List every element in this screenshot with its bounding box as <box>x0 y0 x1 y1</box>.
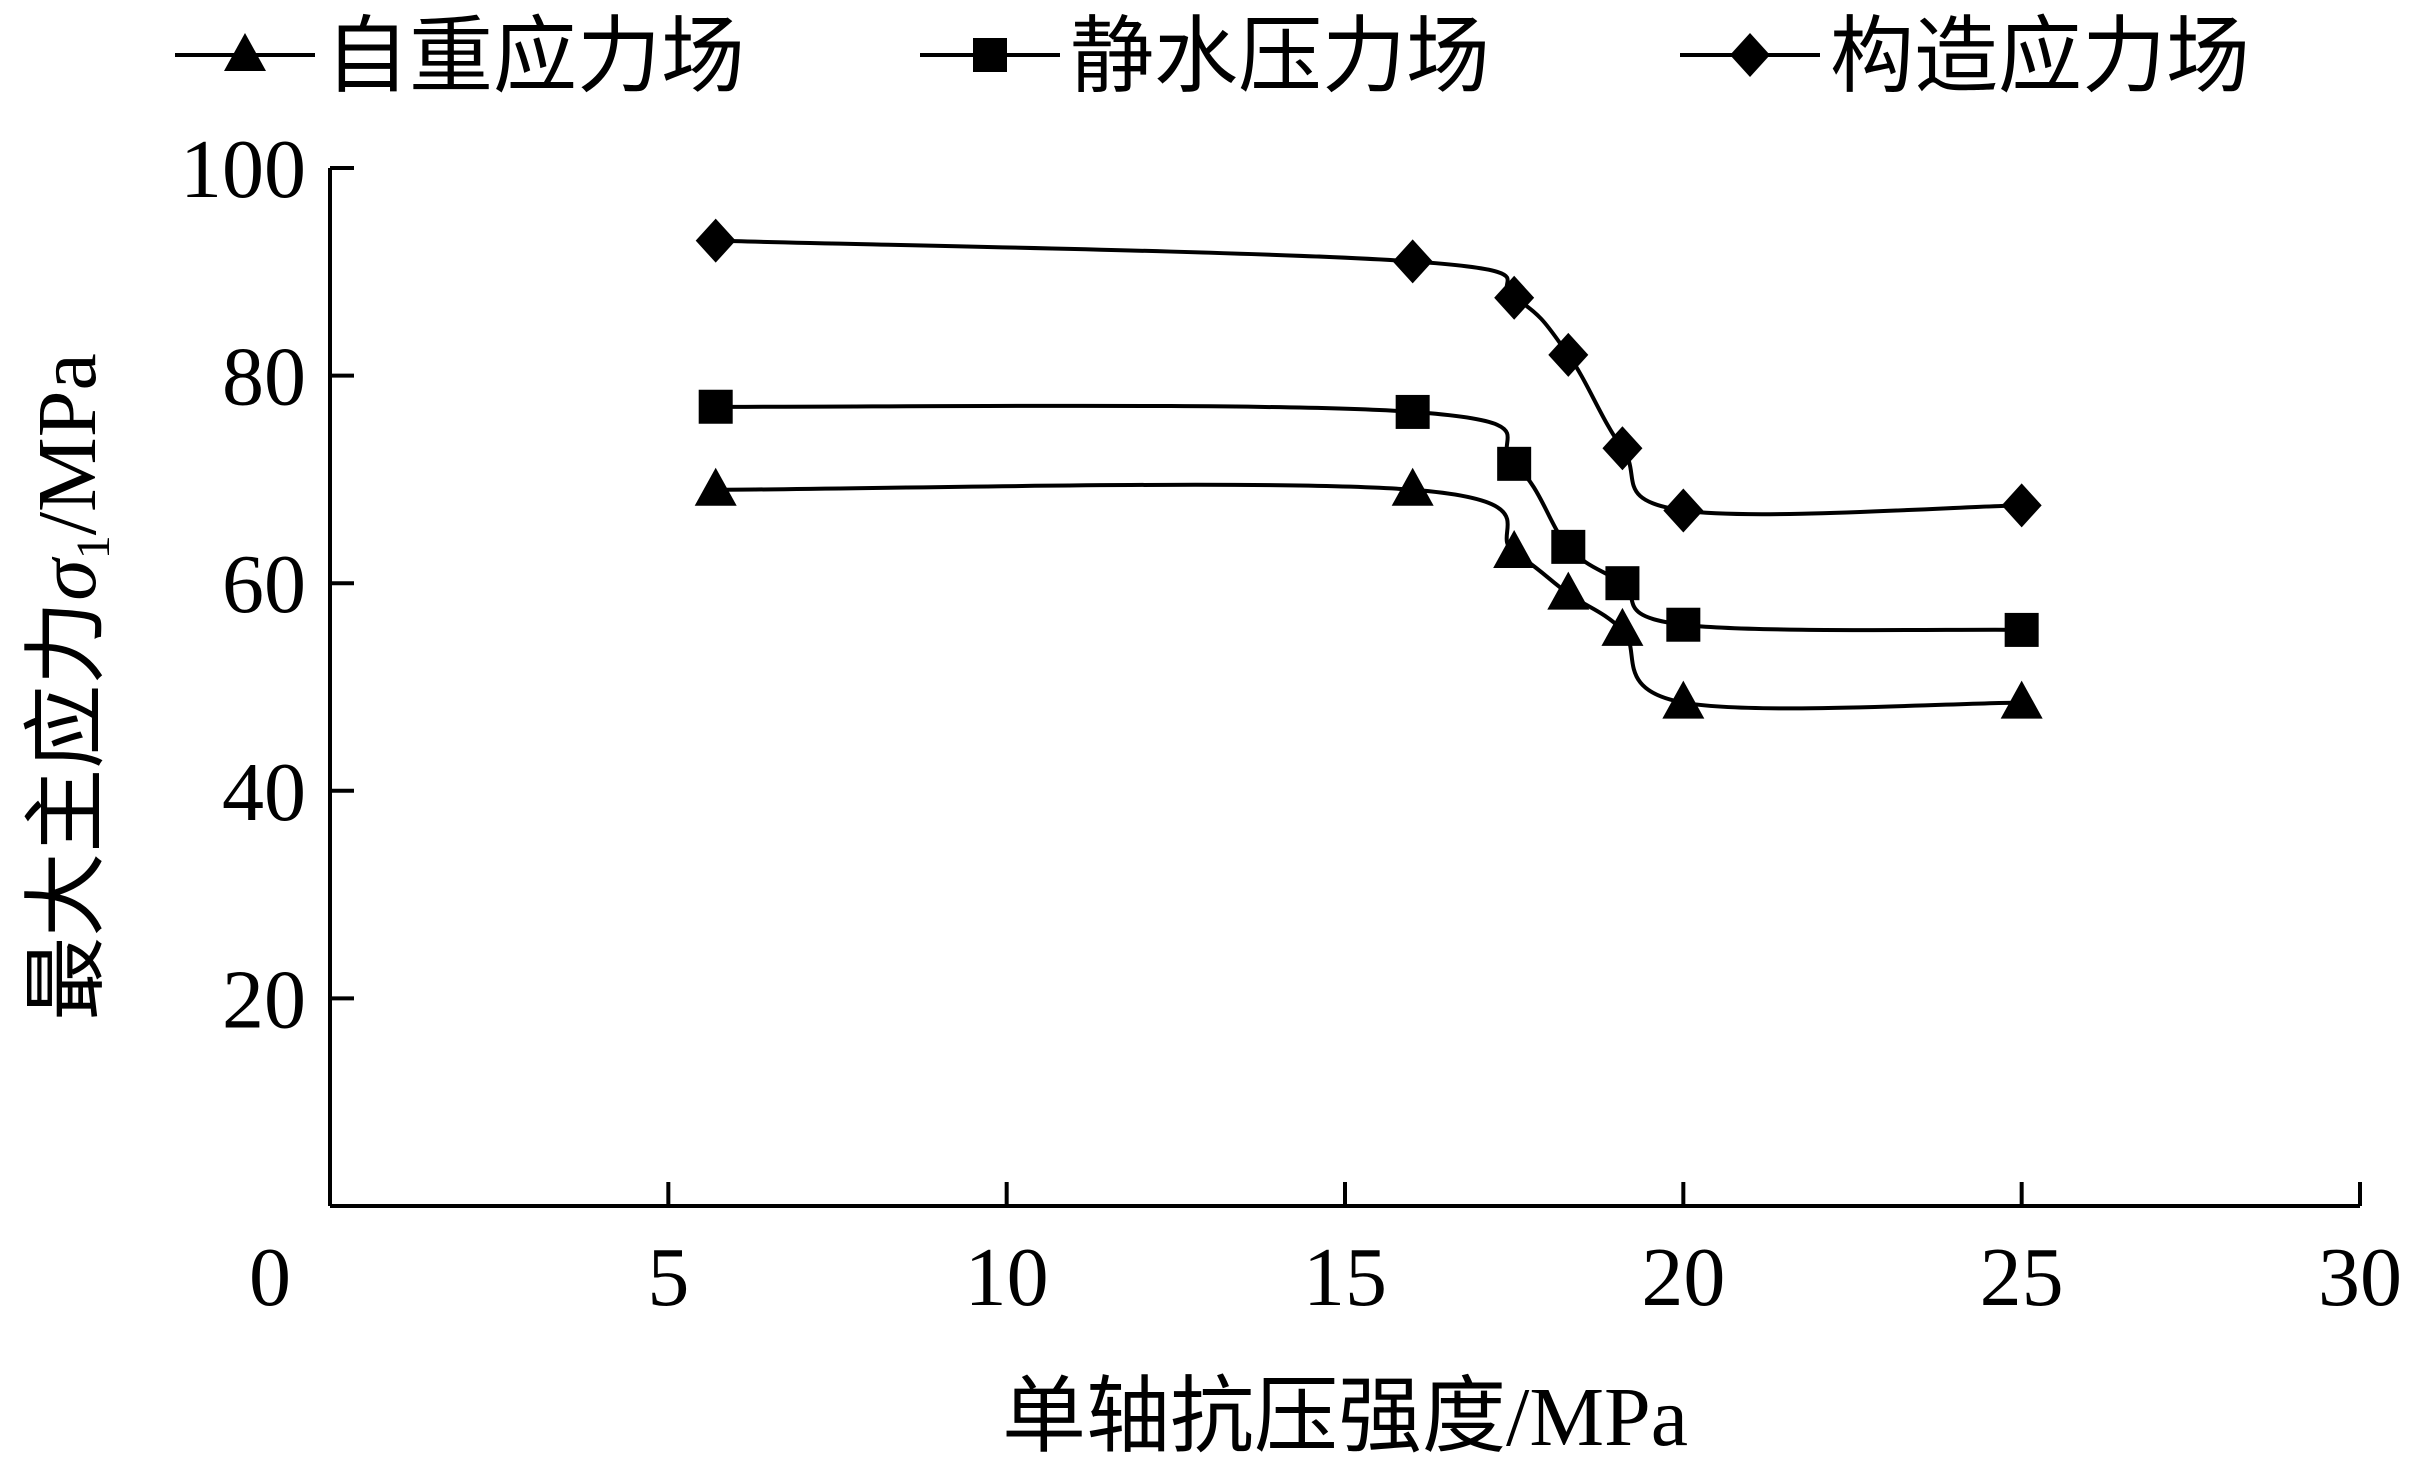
data-point-square <box>1497 446 1532 481</box>
legend-label: 自重应力场 <box>325 11 745 104</box>
data-point-square <box>1551 529 1586 564</box>
x-tick-label: 20 <box>1641 1231 1725 1324</box>
y-tick-label: 80 <box>222 331 306 424</box>
legend-item: 构造应力场 <box>1680 11 2250 104</box>
series-square <box>698 389 2039 647</box>
legend: 自重应力场 静水压力场 构造应力场 <box>175 11 2250 104</box>
y-tick-label: 40 <box>222 746 306 839</box>
data-point-diamond <box>1663 488 1704 533</box>
data-point-diamond <box>2001 483 2042 528</box>
legend-label: 静水压力场 <box>1070 11 1490 104</box>
data-point-diamond <box>1548 332 1589 377</box>
data-point-square <box>1605 566 1640 601</box>
legend-label: 构造应力场 <box>1830 11 2250 104</box>
series-line <box>715 482 2022 711</box>
legend-marker-diamond <box>1730 33 1770 77</box>
y-axis-title-subscript: 1 <box>67 535 120 559</box>
data-point-diamond <box>1392 239 1433 284</box>
series-layer <box>694 218 2043 719</box>
y-axis-title-symbol: σ <box>21 556 114 601</box>
y-axis-title-main: 最大主应力 <box>21 601 114 1021</box>
y-axis-title: 最大主应力σ1/MPa <box>21 353 120 1020</box>
data-point-square <box>1666 607 1701 642</box>
data-point-triangle <box>1547 571 1590 610</box>
x-tick-label: 30 <box>2318 1231 2402 1324</box>
x-axis-title: 单轴抗压强度/MPa <box>1002 1371 1688 1464</box>
data-point-triangle <box>1391 467 1434 506</box>
y-tick-label: 60 <box>222 538 306 631</box>
data-point-diamond <box>1494 275 1535 320</box>
data-point-square <box>1395 394 1430 429</box>
legend-item: 静水压力场 <box>920 11 1490 104</box>
x-tick-label: 5 <box>647 1231 689 1324</box>
legend-item: 自重应力场 <box>175 11 745 104</box>
data-point-triangle <box>2000 680 2043 719</box>
data-point-diamond <box>695 218 736 263</box>
series-line <box>715 238 2022 517</box>
axes <box>328 168 2360 1208</box>
series-triangle <box>694 467 2043 719</box>
y-tick-label: 20 <box>222 953 306 1046</box>
ticks: 0 5 10 15 20 25 30 20 40 60 80 100 <box>180 123 2402 1324</box>
x-tick-label: 10 <box>965 1231 1049 1324</box>
y-axis-title-unit: /MPa <box>21 353 114 535</box>
series-diamond <box>695 218 2042 533</box>
data-point-triangle <box>1601 607 1644 646</box>
x-tick-label: 0 <box>249 1231 291 1324</box>
x-tick-label: 15 <box>1303 1231 1387 1324</box>
legend-marker-triangle <box>224 33 266 71</box>
x-tick-label: 25 <box>1980 1231 2064 1324</box>
y-tick-label: 100 <box>180 123 306 216</box>
legend-marker-square <box>973 38 1007 72</box>
data-point-square <box>2004 612 2039 647</box>
series-line <box>715 403 2022 633</box>
data-point-triangle <box>1493 530 1536 569</box>
data-point-triangle <box>1662 680 1705 719</box>
data-point-diamond <box>1602 426 1643 471</box>
data-point-triangle <box>694 467 737 506</box>
data-point-square <box>698 389 733 424</box>
